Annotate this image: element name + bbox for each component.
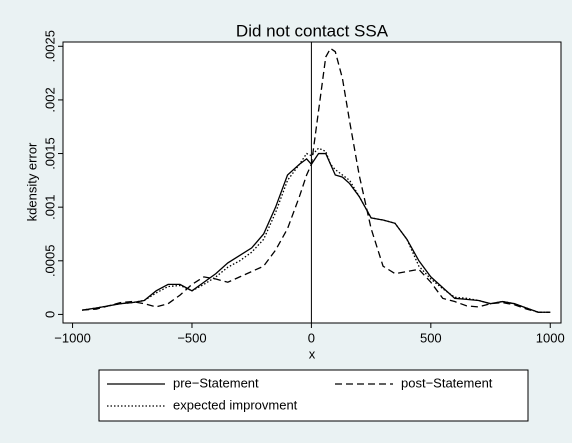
legend-label: pre−Statement: [173, 375, 259, 390]
x-tick-label: 500: [420, 330, 442, 345]
x-tick-label: −1000: [54, 330, 91, 345]
y-axis-label: kdensity error: [24, 142, 39, 221]
x-axis-label: x: [309, 346, 316, 361]
y-tick-label: .0015: [42, 137, 57, 170]
x-tick-label: 1000: [536, 330, 565, 345]
y-tick-label: .001: [42, 195, 57, 220]
legend: [98, 369, 529, 422]
y-tick-label: .0005: [42, 245, 57, 278]
legend-label: expected improvment: [173, 397, 298, 412]
x-tick-label: −500: [177, 330, 206, 345]
plot-area: [62, 41, 562, 324]
chart-title: Did not contact SSA: [236, 21, 389, 40]
y-tick-label: .002: [42, 87, 57, 112]
series-line: [82, 152, 551, 313]
y-tick-label: 0: [42, 311, 57, 318]
legend-label: post−Statement: [401, 375, 493, 390]
x-tick-label: 0: [308, 330, 315, 345]
series-line: [82, 47, 551, 313]
y-tick-label: .0025: [42, 30, 57, 63]
